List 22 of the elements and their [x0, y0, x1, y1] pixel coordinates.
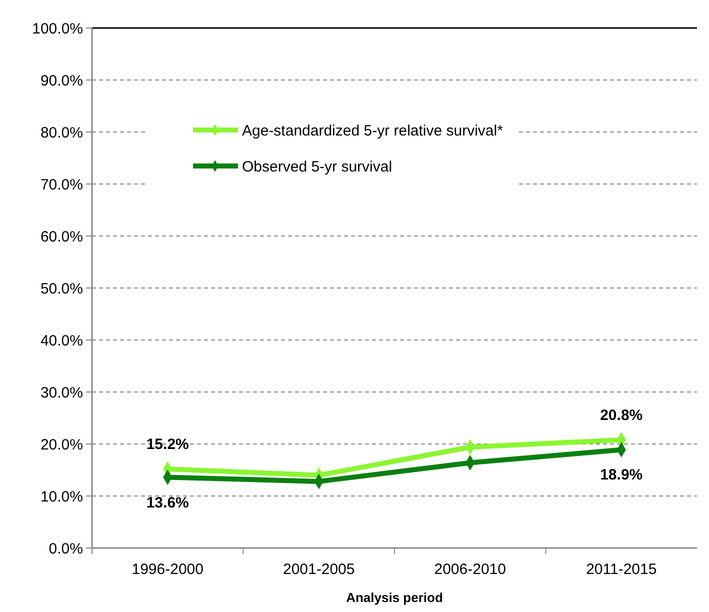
y-tick-label: 90.0%	[40, 72, 83, 90]
x-tick-label: 2001-2005	[283, 561, 355, 578]
y-tick-label: 70.0%	[40, 176, 83, 194]
data-label: 20.8%	[600, 406, 643, 424]
data-label: 15.2%	[146, 436, 189, 453]
legend-label: Observed 5-yr survival	[242, 158, 392, 176]
legend-label: Age-standardized 5-yr relative survival*	[242, 122, 504, 140]
y-tick-label: 60.0%	[40, 228, 83, 246]
y-tick-label: 30.0%	[40, 384, 83, 402]
x-tick-label: 2011-2015	[586, 561, 657, 578]
y-tick-label: 0.0%	[48, 540, 83, 558]
x-axis-title: Analysis period	[346, 590, 443, 605]
y-tick-label: 100.0%	[32, 20, 83, 38]
y-tick-label: 10.0%	[40, 488, 83, 506]
y-tick-label: 20.0%	[40, 436, 83, 454]
data-label: 13.6%	[146, 494, 189, 512]
data-label: 18.9%	[600, 466, 643, 484]
y-tick-label: 50.0%	[40, 280, 83, 298]
y-tick-label: 80.0%	[40, 124, 83, 142]
y-tick-label: 40.0%	[40, 332, 83, 350]
x-tick-label: 2006-2010	[434, 561, 506, 578]
x-tick-label: 1996-2000	[132, 561, 204, 578]
